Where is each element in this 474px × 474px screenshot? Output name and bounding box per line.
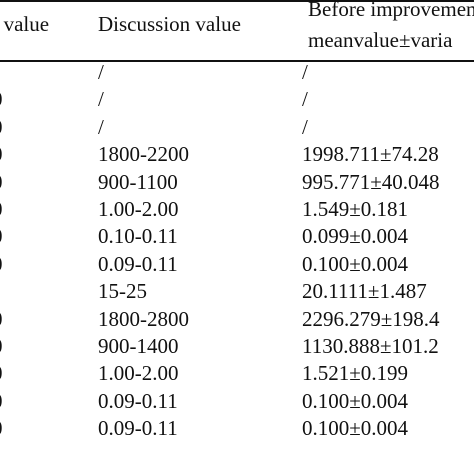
table-body: / / 0 / / 0 / / 0 1800-2200 1998.711±74.… xyxy=(0,58,474,441)
table-row: 0 0.10-0.11 0.099±0.004 xyxy=(0,222,474,249)
table-row: 0 1800-2800 2296.279±198.4 xyxy=(0,305,474,332)
cell-discussion-value: 15-25 xyxy=(98,279,147,304)
cell-before-improvement: 0.100±0.004 xyxy=(302,388,409,413)
cell-reference-value: 0 xyxy=(0,170,3,194)
table-row: 0 0.09-0.11 0.100±0.004 xyxy=(0,414,474,441)
cell-discussion-value: 0.09-0.11 xyxy=(98,416,178,441)
table-row: 0 1.00-2.00 1.521±0.199 xyxy=(0,359,474,386)
cell-reference-value: 0 xyxy=(0,224,3,248)
header-reference-value: e value xyxy=(0,12,50,36)
header-bottom-rule xyxy=(0,60,474,62)
cell-discussion-value: 0.09-0.11 xyxy=(98,251,178,276)
cell-discussion-value: 0.10-0.11 xyxy=(98,224,178,249)
cell-before-improvement: 1.549±0.181 xyxy=(302,196,409,221)
cell-reference-value: 0 xyxy=(0,252,3,276)
table-row: 0 / / xyxy=(0,85,474,112)
table-row: 0 900-1400 1130.888±101.2 xyxy=(0,332,474,359)
header-discussion-value: Discussion value xyxy=(98,12,241,36)
cell-discussion-value: 900-1100 xyxy=(98,169,178,194)
cell-before-improvement: 0.099±0.004 xyxy=(302,224,409,249)
cell-reference-value: 0 xyxy=(0,87,3,111)
table-row: 0 0.09-0.11 0.100±0.004 xyxy=(0,387,474,414)
table-top-rule xyxy=(0,0,474,2)
cell-before-improvement: / xyxy=(302,60,308,84)
table-row: 0 / / xyxy=(0,113,474,140)
cell-reference-value: 0 xyxy=(0,389,3,413)
cell-before-improvement: 995.771±40.048 xyxy=(302,169,440,194)
cell-reference-value: 0 xyxy=(0,115,3,139)
cell-reference-value: 0 xyxy=(0,416,3,440)
cell-discussion-value: 900-1400 xyxy=(98,333,179,358)
cell-before-improvement: 1.521±0.199 xyxy=(302,361,409,386)
cell-discussion-value: 1800-2800 xyxy=(98,306,189,331)
cell-before-improvement: 1130.888±101.2 xyxy=(302,333,439,358)
table-row: 0 900-1100 995.771±40.048 xyxy=(0,168,474,195)
cell-reference-value: 0 xyxy=(0,361,3,385)
header-before-improvement: Before improvemen xyxy=(308,0,474,21)
cell-before-improvement: 1998.711±74.28 xyxy=(302,142,439,167)
cell-discussion-value: / xyxy=(98,114,104,139)
cell-reference-value: 0 xyxy=(0,197,3,221)
cell-before-improvement: / xyxy=(302,114,308,139)
cell-before-improvement: 0.100±0.004 xyxy=(302,251,409,276)
cell-discussion-value: 0.09-0.11 xyxy=(98,388,178,413)
cell-discussion-value: / xyxy=(98,60,104,84)
cell-reference-value: 0 xyxy=(0,307,3,331)
cell-before-improvement: 20.1111±1.487 xyxy=(302,279,427,304)
table-row: / / xyxy=(0,58,474,85)
table-row: 0 1.00-2.00 1.549±0.181 xyxy=(0,195,474,222)
table-row: 0 1800-2200 1998.711±74.28 xyxy=(0,140,474,167)
cell-before-improvement: / xyxy=(302,87,308,112)
cell-discussion-value: 1.00-2.00 xyxy=(98,196,179,221)
cell-discussion-value: 1.00-2.00 xyxy=(98,361,179,386)
table-row: 0 0.09-0.11 0.100±0.004 xyxy=(0,250,474,277)
cell-reference-value: 0 xyxy=(0,142,3,166)
cell-before-improvement: 2296.279±198.4 xyxy=(302,306,440,331)
cell-discussion-value: 1800-2200 xyxy=(98,142,189,167)
table-row: 15-25 20.1111±1.487 xyxy=(0,277,474,304)
cell-reference-value: 0 xyxy=(0,334,3,358)
cell-discussion-value: / xyxy=(98,87,104,112)
header-mean-value-variance: meanvalue±varia xyxy=(308,28,453,52)
cell-before-improvement: 0.100±0.004 xyxy=(302,416,409,441)
